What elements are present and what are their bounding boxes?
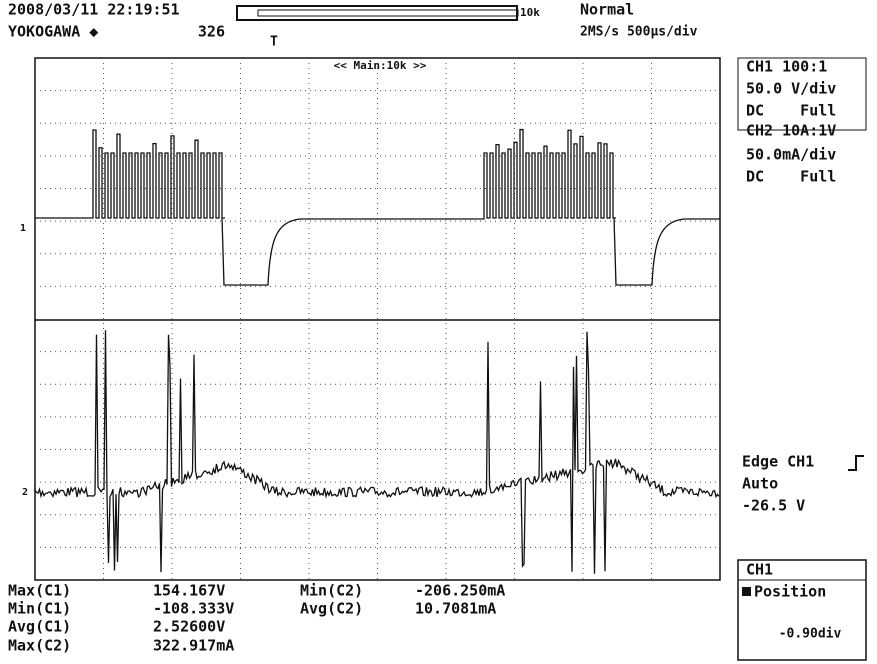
record-window: [257, 9, 519, 17]
ch1-marker: 1: [20, 223, 26, 234]
ch2-name: CH2 10A:1V: [746, 122, 836, 140]
trigger-level: -26.5 V: [742, 497, 805, 515]
ch1-box: [737, 57, 867, 131]
measurement-label: Max(C2): [8, 637, 71, 655]
measurement-label: Min(C2): [300, 582, 363, 600]
position-box: [737, 559, 867, 661]
ch1-scale: 50.0 V/div: [746, 80, 836, 98]
record-bar: [236, 5, 518, 21]
measurement-value: 322.917mA: [153, 637, 234, 655]
edge-icon: [848, 455, 864, 471]
measurements: Max(C1) 154.167V Min(C1) -108.333V Avg(C1) 2.…: [8, 582, 505, 655]
measurement-value: -206.250mA: [415, 582, 505, 600]
count: 326: [198, 23, 225, 41]
record-length: 10k: [520, 6, 540, 19]
sample-rate: 2MS/s 500µs/div: [580, 25, 698, 40]
ch1-coupling: DC Full: [746, 102, 836, 120]
measurement-value: 10.7081mA: [415, 600, 496, 618]
measurement-label: Avg(C2): [300, 600, 363, 618]
measurement-label: Avg(C1): [8, 618, 71, 636]
ch1-name: CH1 100:1: [746, 58, 827, 76]
measurement-value: -108.333V: [153, 600, 234, 618]
trigger-position-marker: T: [270, 35, 278, 50]
ch1-trace: [35, 128, 720, 286]
measurement-label: Max(C1): [8, 582, 71, 600]
brand: YOKOGAWA ◆: [8, 23, 98, 41]
ch2-trace: [34, 330, 720, 574]
trigger-mode-auto: Auto: [742, 475, 778, 493]
measurement-label: Min(C1): [8, 600, 71, 618]
measurement-value: 154.167V: [153, 582, 225, 600]
trigger-mode: Normal: [580, 1, 634, 19]
zoom-label: << Main:10k >>: [334, 59, 427, 72]
position-channel: CH1: [746, 561, 773, 579]
position-value: -0.90div: [779, 627, 842, 642]
ch2-scale: 50.0mA/div: [746, 146, 836, 164]
ch2-coupling: DC Full: [746, 168, 836, 186]
ch2-marker: 2: [22, 487, 28, 498]
datetime: 2008/03/11 22:19:51: [8, 1, 180, 19]
measurement-value: 2.52600V: [153, 618, 225, 636]
position-icon: [742, 587, 751, 596]
position-label: Position: [754, 583, 826, 601]
trigger-type: Edge CH1: [742, 453, 814, 471]
